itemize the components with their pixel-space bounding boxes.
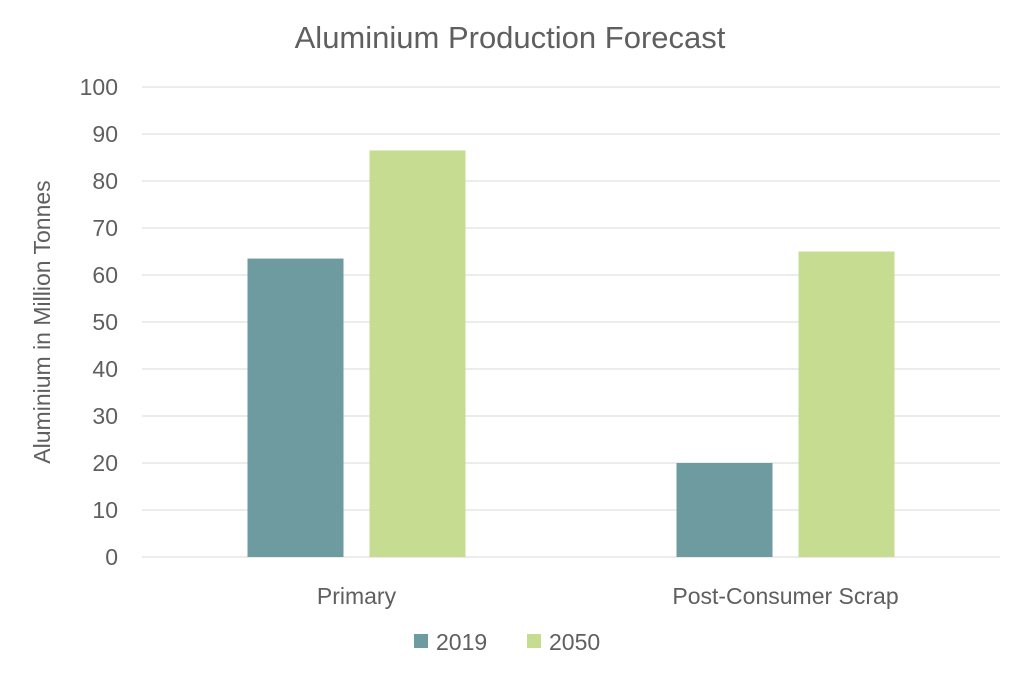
bars — [247, 150, 895, 557]
legend: 2019 2050 — [414, 629, 600, 655]
y-tick-label: 40 — [92, 356, 118, 382]
y-tick-label: 90 — [92, 121, 118, 147]
chart-title: Aluminium Production Forecast — [295, 20, 726, 55]
y-tick-label: 100 — [80, 74, 118, 100]
y-tick-label: 20 — [92, 450, 118, 476]
x-category-label: Primary — [317, 583, 397, 609]
bar-2019-0 — [247, 258, 344, 557]
x-axis-categories: Primary Post-Consumer Scrap — [317, 583, 899, 609]
y-tick-label: 70 — [92, 215, 118, 241]
legend-label: 2019 — [436, 629, 487, 655]
y-tick-label: 60 — [92, 262, 118, 288]
y-tick-label: 30 — [92, 403, 118, 429]
bar-2019-1 — [676, 463, 773, 557]
legend-label: 2050 — [549, 629, 600, 655]
legend-swatch-2050 — [527, 634, 541, 648]
y-tick-label: 80 — [92, 168, 118, 194]
bar-2050-1 — [798, 251, 895, 557]
x-category-label: Post-Consumer Scrap — [672, 583, 898, 609]
y-tick-label: 50 — [92, 309, 118, 335]
y-tick-label: 10 — [92, 497, 118, 523]
legend-swatch-2019 — [414, 634, 428, 648]
y-axis-ticks: 0 10 20 30 40 50 60 70 80 90 100 — [80, 74, 118, 570]
y-axis-label: Aluminium in Million Tonnes — [29, 180, 55, 463]
bar-2050-0 — [369, 150, 466, 557]
y-tick-label: 0 — [105, 544, 118, 570]
